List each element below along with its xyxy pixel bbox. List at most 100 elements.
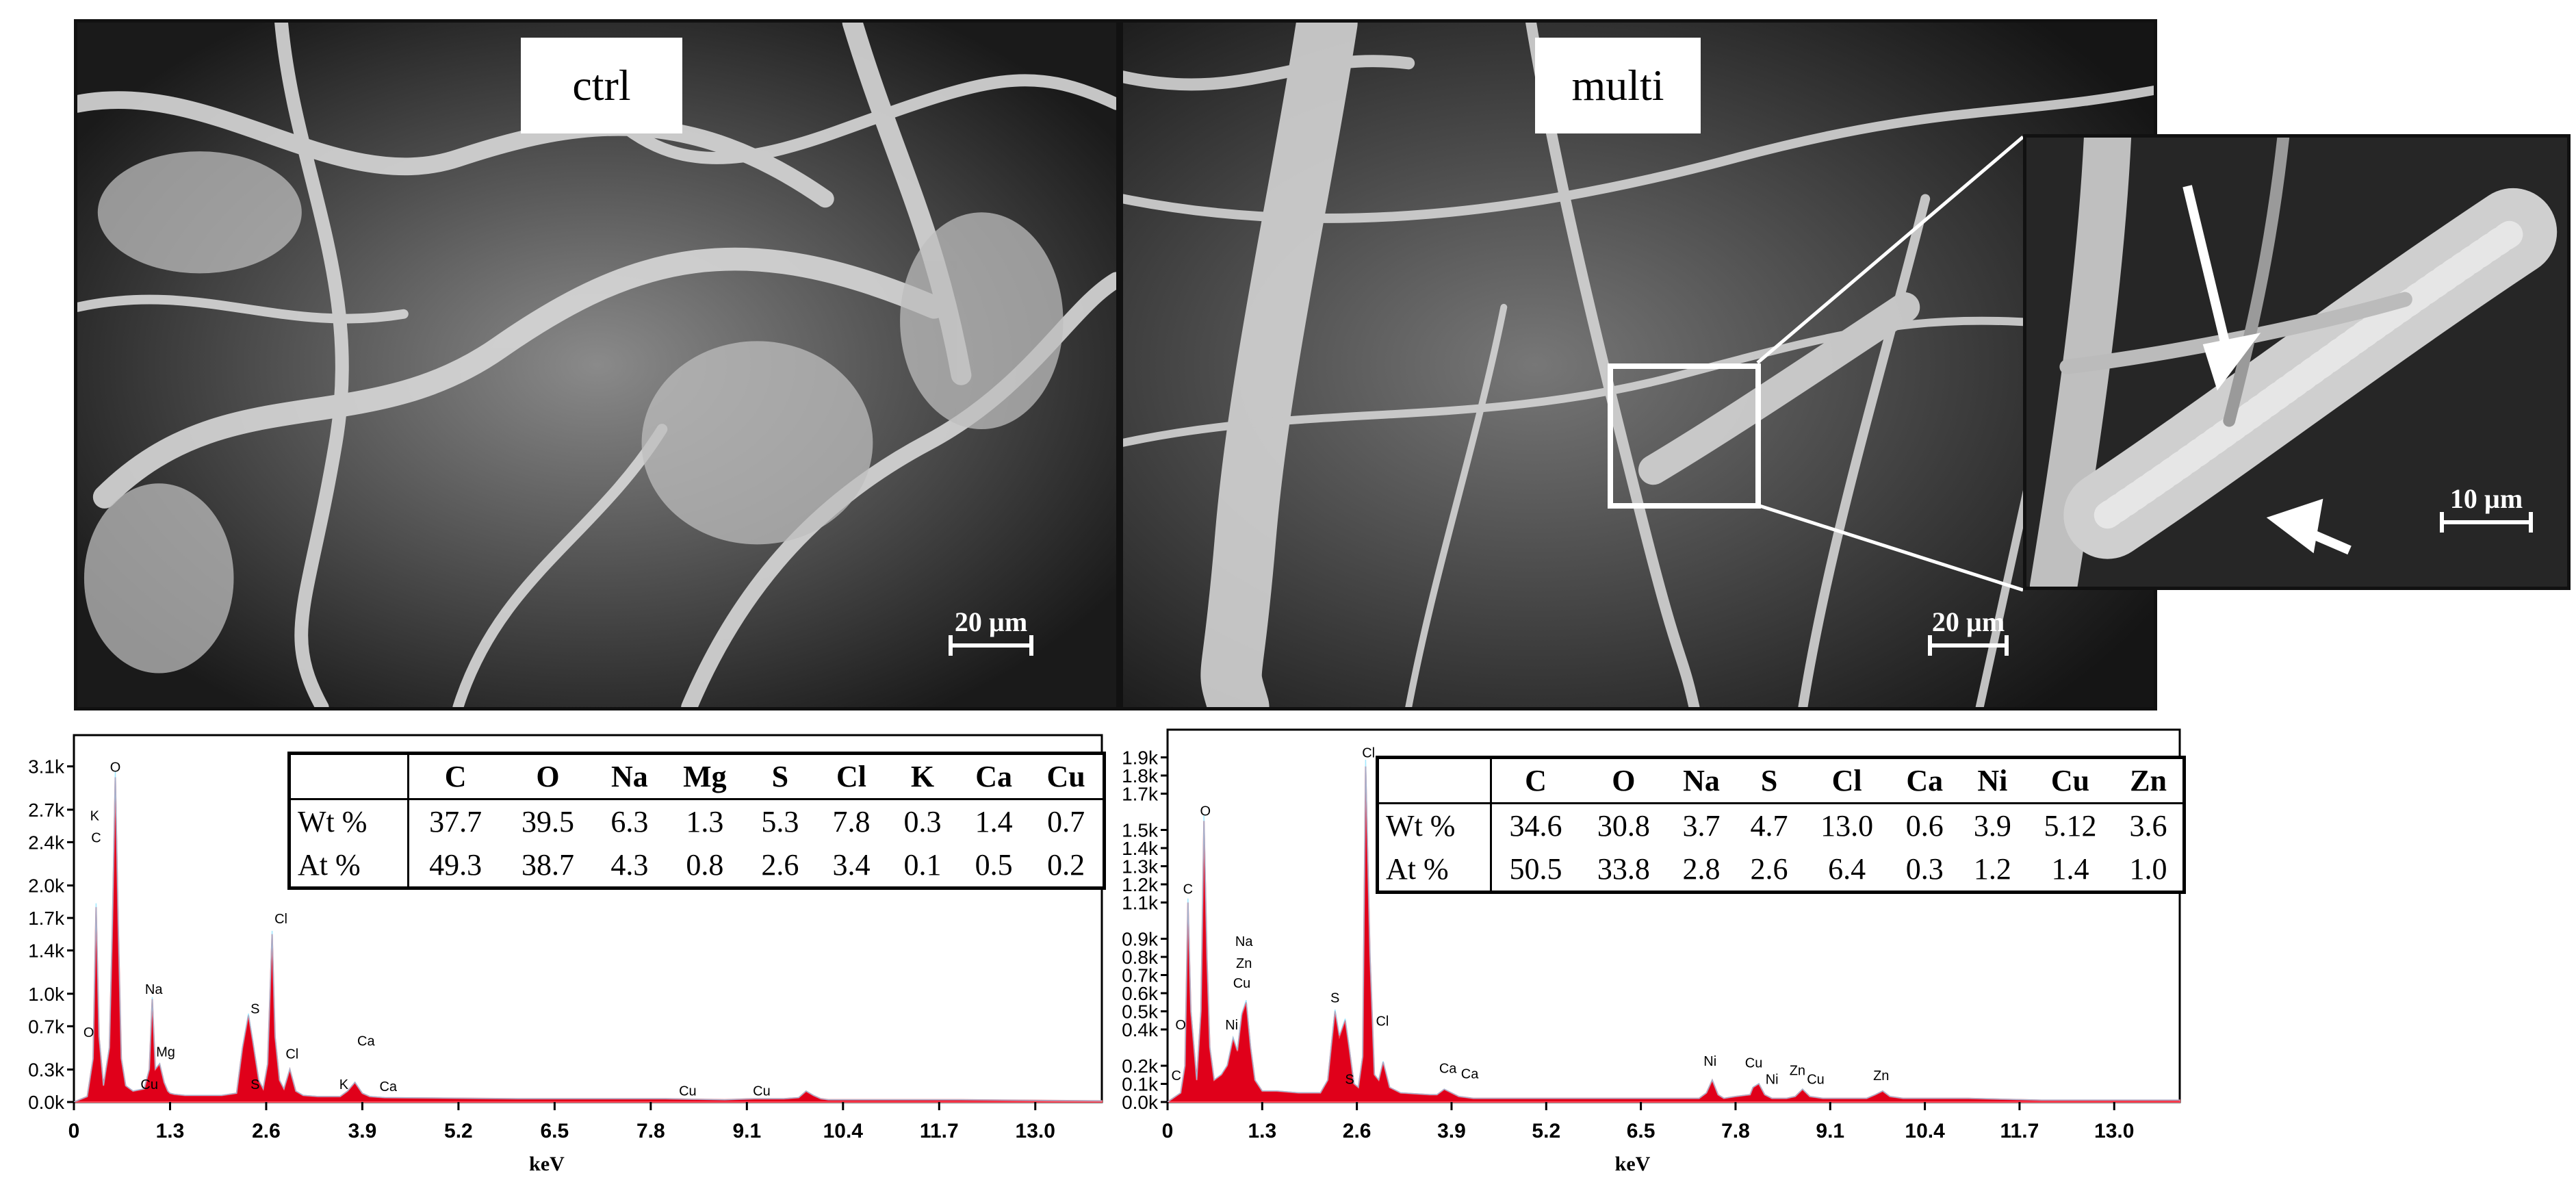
y-tick-label: 1.9k bbox=[1122, 747, 1159, 769]
table-cell: 3.7 bbox=[1682, 809, 1721, 843]
x-tick-label: 7.8 bbox=[1721, 1120, 1750, 1142]
ctrl-label-text: ctrl bbox=[572, 61, 631, 110]
table-cell: 0.2 bbox=[1047, 848, 1085, 882]
x-tick-label: 9.1 bbox=[732, 1120, 761, 1142]
peak-label: O bbox=[110, 760, 121, 776]
eds-table-multi: C O Na S Cl Ca Ni Cu Zn Wt % 34.6 30.8 3… bbox=[1376, 756, 2186, 894]
peak-label: Ca bbox=[357, 1034, 375, 1049]
peak-label: Zn bbox=[1790, 1063, 1805, 1078]
table-cell: 0.7 bbox=[1047, 805, 1085, 838]
peak-label: O bbox=[83, 1025, 94, 1040]
row-label: Wt % bbox=[1377, 803, 1492, 847]
x-tick-label: 7.8 bbox=[636, 1120, 665, 1142]
element-header: Ni bbox=[1958, 757, 2026, 804]
multi-scale-bar: 20 µm bbox=[1917, 606, 2020, 656]
peak-label: K bbox=[90, 809, 100, 824]
element-header: C bbox=[408, 753, 502, 800]
spectrum-line bbox=[1167, 759, 2180, 1103]
table-cell: 0.1 bbox=[903, 848, 942, 882]
element-header: Cu bbox=[1029, 753, 1105, 800]
table-cell: 0.6 bbox=[1905, 809, 1944, 843]
table-cell: 1.2 bbox=[1973, 852, 2011, 886]
table-header-row: C O Na S Cl Ca Ni Cu Zn bbox=[1377, 757, 2185, 804]
table-row: Wt % 37.7 39.5 6.3 1.3 5.3 7.8 0.3 1.4 0… bbox=[289, 799, 1105, 843]
y-tick-label: 1.3k bbox=[1122, 856, 1159, 878]
peak-label: Cu bbox=[140, 1077, 158, 1092]
table-cell: 0.5 bbox=[975, 848, 1013, 882]
table-cell: 0.8 bbox=[686, 848, 724, 882]
multi-label-text: multi bbox=[1571, 61, 1664, 110]
x-tick-label: 0 bbox=[68, 1120, 80, 1142]
eds-chart-ctrl: 0 1.3 2.6 3.9 5.2 6.5 7.8 9.1 10.4 11.7 13.0 0.0k 0.… bbox=[28, 734, 1103, 1175]
table-row: Wt % 34.6 30.8 3.7 4.7 13.0 0.6 3.9 5.12… bbox=[1377, 803, 2185, 847]
table-cell: 37.7 bbox=[429, 805, 482, 838]
x-tick-label: 13.0 bbox=[1016, 1120, 1055, 1142]
y-tick-label: 0.7k bbox=[28, 1016, 65, 1037]
peak-label: Ni bbox=[1225, 1018, 1238, 1033]
y-tick-label: 0.1k bbox=[1122, 1074, 1159, 1095]
y-tick-label: 2.0k bbox=[28, 875, 65, 897]
y-tick-label: 1.2k bbox=[1122, 874, 1159, 895]
table-cell: 50.5 bbox=[1509, 852, 1562, 886]
x-tick-label: 10.4 bbox=[1905, 1120, 1945, 1142]
peak-label: Cl bbox=[1362, 746, 1375, 761]
y-tick-label: 0.5k bbox=[1122, 1001, 1159, 1023]
x-tick-label: 6.5 bbox=[1627, 1120, 1656, 1142]
table-cell: 2.6 bbox=[1750, 852, 1788, 886]
element-header: Ca bbox=[958, 753, 1030, 800]
y-tick-label: 0.4k bbox=[1122, 1019, 1159, 1040]
peak-label: Cl bbox=[1376, 1014, 1389, 1029]
y-tick-label: 1.8k bbox=[1122, 765, 1159, 786]
table-cell: 1.3 bbox=[686, 805, 724, 838]
y-tick-label: 2.7k bbox=[28, 799, 65, 821]
peak-label: Cl bbox=[274, 912, 287, 927]
table-cell: 3.6 bbox=[2129, 809, 2167, 843]
peak-label: C bbox=[91, 830, 101, 845]
table-cell: 7.8 bbox=[832, 805, 871, 838]
ctrl-fiber-texture bbox=[77, 23, 1116, 707]
x-tick-label: 5.2 bbox=[1532, 1120, 1560, 1142]
x-tick-label: 9.1 bbox=[1816, 1120, 1844, 1142]
table-cell: 3.9 bbox=[1973, 809, 2011, 843]
table-cell: 1.0 bbox=[2129, 852, 2167, 886]
y-tick-label: 1.7k bbox=[28, 908, 65, 929]
peak-label: Ca bbox=[1461, 1067, 1479, 1082]
element-header: O bbox=[1580, 757, 1668, 804]
peak-label: C bbox=[1183, 882, 1193, 897]
spectrum-line bbox=[73, 770, 1103, 1103]
row-label: Wt % bbox=[289, 799, 410, 843]
peak-label: Ni bbox=[1703, 1054, 1716, 1069]
y-tick-label: 1.1k bbox=[1122, 893, 1159, 914]
inset-fiber-texture bbox=[2026, 138, 2567, 587]
y-tick-label: 0.6k bbox=[1122, 983, 1159, 1004]
x-axis-label: keV bbox=[1615, 1153, 1651, 1175]
peak-label: Na bbox=[145, 982, 163, 997]
x-tick-label: 6.5 bbox=[541, 1120, 569, 1142]
y-tick-label: 1.4k bbox=[28, 940, 65, 962]
peak-label: K bbox=[339, 1077, 349, 1092]
peak-label: Na bbox=[1235, 934, 1253, 949]
peak-label: S bbox=[250, 1077, 259, 1092]
y-tick-label: 0.9k bbox=[1122, 929, 1159, 950]
element-header: Cl bbox=[1803, 757, 1891, 804]
x-tick-label: 3.9 bbox=[348, 1120, 377, 1142]
table-cell: 49.3 bbox=[429, 848, 482, 882]
element-header: S bbox=[1735, 757, 1803, 804]
table-cell: 1.4 bbox=[2051, 852, 2089, 886]
table-cell: 1.4 bbox=[975, 805, 1013, 838]
x-tick-label: 1.3 bbox=[1248, 1120, 1276, 1142]
element-header: Mg bbox=[665, 753, 745, 800]
table-cell: 13.0 bbox=[1820, 809, 1874, 843]
y-tick-label: 0.0k bbox=[28, 1092, 65, 1113]
x-tick-label: 0 bbox=[1162, 1120, 1174, 1142]
sem-image-ctrl: ctrl 20 µm bbox=[74, 19, 1120, 710]
table-row: At % 49.3 38.7 4.3 0.8 2.6 3.4 0.1 0.5 0… bbox=[289, 843, 1105, 888]
y-tick-label: 3.1k bbox=[28, 756, 65, 778]
peak-label: O bbox=[1200, 804, 1211, 819]
table-cell: 33.8 bbox=[1597, 852, 1650, 886]
x-tick-label: 2.6 bbox=[252, 1120, 281, 1142]
element-header: Ca bbox=[1890, 757, 1959, 804]
table-cell: 34.6 bbox=[1509, 809, 1562, 843]
element-header: Cl bbox=[815, 753, 887, 800]
x-tick-label: 2.6 bbox=[1343, 1120, 1371, 1142]
